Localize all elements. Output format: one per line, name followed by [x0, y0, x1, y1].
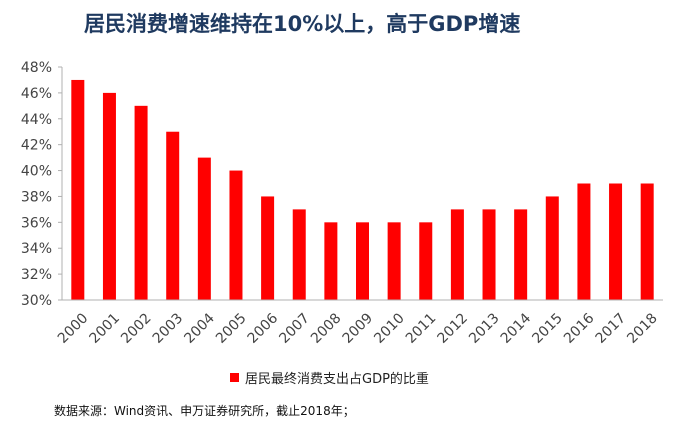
- x-tick-label: 2000: [55, 310, 92, 347]
- bar: [482, 209, 496, 300]
- bar: [261, 196, 275, 300]
- x-tick-label: 2013: [466, 310, 503, 347]
- bars: [71, 79, 654, 300]
- x-axis: 2000200120022003200420052006200720082009…: [55, 299, 663, 347]
- bar: [356, 222, 369, 300]
- y-tick-label: 40%: [21, 164, 52, 180]
- x-tick-label: 2017: [593, 310, 630, 347]
- bar: [197, 157, 211, 300]
- x-tick-label: 2009: [340, 310, 377, 347]
- x-tick-label: 2003: [150, 310, 187, 347]
- y-tick-label: 38%: [21, 189, 52, 205]
- x-tick-label: 2018: [624, 310, 661, 347]
- y-tick-label: 36%: [21, 215, 52, 231]
- bar: [229, 170, 243, 300]
- source-note: 数据来源：Wind资讯、申万证券研究所，截止2018年；: [54, 404, 355, 418]
- x-tick-label: 2014: [498, 310, 535, 347]
- y-axis: 30% 32% 34% 36% 38% 40% 42% 44% 46% 48%: [21, 60, 63, 309]
- x-tick-label: 2011: [403, 310, 440, 347]
- chart-title: 居民消费增速维持在10%以上，高于GDP增速: [84, 12, 521, 36]
- bar: [324, 222, 338, 300]
- x-tick-label: 2008: [308, 310, 345, 347]
- bar: [450, 209, 464, 300]
- x-tick-label: 2012: [434, 310, 471, 347]
- bar: [166, 131, 180, 300]
- y-tick-label: 48%: [21, 60, 52, 76]
- y-tick-label: 42%: [21, 138, 52, 154]
- x-tick-label: 2002: [118, 310, 155, 347]
- bar: [545, 196, 559, 300]
- bar: [134, 105, 148, 300]
- x-tick-label: 2010: [371, 310, 408, 347]
- legend: 居民最终消费支出占GDP的比重: [230, 368, 429, 387]
- bar: [609, 183, 623, 300]
- x-tick-label: 2006: [245, 310, 282, 347]
- y-tick-label: 34%: [21, 241, 52, 257]
- y-tick-label: 44%: [21, 112, 52, 128]
- x-tick-label: 2001: [87, 310, 124, 347]
- bar: [577, 183, 591, 300]
- bar: [387, 222, 401, 300]
- x-tick-label: 2005: [213, 310, 250, 347]
- bar: [71, 79, 85, 300]
- bar: [102, 92, 116, 300]
- x-tick-label: 2015: [529, 310, 566, 347]
- legend-label: 居民最终消费支出占GDP的比重: [245, 372, 429, 387]
- x-tick-label: 2004: [181, 310, 218, 347]
- legend-swatch: [230, 373, 239, 382]
- y-tick-label: 32%: [21, 267, 52, 283]
- bar: [292, 209, 306, 300]
- bar: [419, 222, 433, 300]
- bar: [640, 183, 654, 300]
- y-tick-label: 46%: [21, 86, 52, 102]
- bar: [514, 209, 528, 300]
- x-tick-label: 2016: [561, 310, 598, 347]
- x-tick-label: 2007: [276, 310, 313, 347]
- y-tick-label: 30%: [21, 293, 52, 309]
